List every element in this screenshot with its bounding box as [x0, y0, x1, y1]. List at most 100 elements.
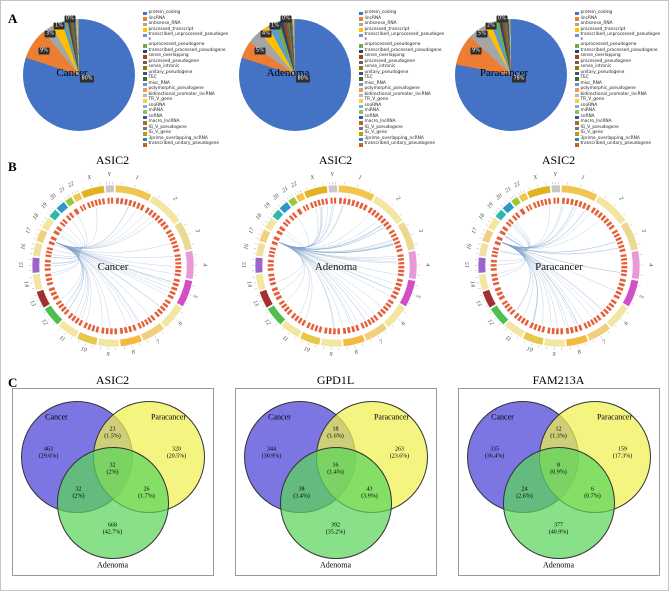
- chromosome-label: 1: [134, 175, 138, 182]
- legend-label: sense_overlapping: [364, 53, 405, 59]
- venn-region-percent: (29.6%): [38, 453, 59, 459]
- chromosome-tick: [73, 191, 76, 194]
- circos-density-block: [379, 308, 386, 315]
- legend-label: TEC: [364, 75, 373, 81]
- chromosome-arc: [586, 323, 610, 341]
- chromosome-tick: [519, 191, 522, 194]
- circos-density-block: [498, 230, 506, 236]
- circos-density-block: [296, 317, 303, 324]
- circos-density-block: [593, 209, 600, 216]
- venn-region-paracancer: 320 (20.5%): [167, 446, 187, 459]
- legend-item: protein_coding: [575, 10, 663, 16]
- chromosome-label: 8: [131, 349, 135, 356]
- legend-label: miRNA: [148, 108, 164, 114]
- chromosome-tick: [577, 345, 578, 348]
- chromosome-tick: [54, 204, 57, 207]
- chromosome-tick: [77, 340, 80, 343]
- circos-density-block: [173, 278, 180, 283]
- legend-item: macro_lncRNA: [575, 120, 663, 125]
- circos-density-block: [140, 320, 145, 328]
- legend-swatch: [575, 17, 579, 21]
- legend-label: transcribed_unprocessed_pseudogene: [364, 32, 445, 42]
- chromosome-label: 15: [464, 262, 470, 268]
- legend-swatch: [143, 66, 147, 70]
- chromosome-label: 17: [248, 226, 256, 235]
- circos-density-block: [82, 322, 88, 329]
- chromosome-arc: [295, 192, 305, 203]
- chromosome-tick: [390, 203, 393, 207]
- legend-label: snRNA: [364, 113, 379, 119]
- pie-percent-label: 80%: [295, 75, 311, 83]
- circos-density-block: [45, 277, 52, 282]
- chromosome-arc: [267, 305, 285, 325]
- chromosome-label: 20: [495, 193, 503, 201]
- circos-link: [278, 242, 395, 284]
- legend-swatch: [575, 77, 579, 81]
- circos-density-block: [305, 322, 311, 329]
- chromosome-label: X: [531, 175, 537, 182]
- venn-region-cancer-adenoma: 38 (3.4%): [293, 486, 310, 499]
- chromosome-tick: [414, 243, 417, 245]
- chromosome-tick: [256, 294, 260, 296]
- legend-item: unitary_pseudogene: [359, 70, 447, 76]
- panel-c-label: C: [8, 375, 18, 390]
- legend-label: sense_intronic: [580, 64, 612, 70]
- circos-density-block: [506, 306, 513, 312]
- chromosome-tick: [277, 204, 280, 207]
- chromosome-tick: [138, 343, 140, 346]
- legend-label: TR_V_gene: [148, 97, 173, 103]
- circos-density-block: [602, 308, 609, 315]
- circos-density-block: [614, 236, 622, 242]
- chromosome-tick: [270, 317, 273, 320]
- venn-region-count: 335: [490, 446, 499, 453]
- chromosome-tick: [361, 343, 363, 346]
- circos-density-block: [503, 303, 510, 309]
- chromosome-tick: [36, 300, 39, 302]
- venn-region-percent: (1.4%): [327, 469, 344, 475]
- chromosome-label: 6: [177, 321, 184, 327]
- circos-density-block: [611, 229, 618, 235]
- chromosome-label: 10: [525, 346, 533, 354]
- chromosome-tick: [511, 195, 514, 199]
- circos-density-block: [346, 326, 351, 334]
- legend-swatch: [575, 44, 579, 48]
- circos-density-block: [516, 315, 523, 322]
- chromosome-tick: [131, 345, 132, 348]
- pie-center-label: Adenoma: [266, 67, 310, 79]
- circos-density-block: [396, 278, 403, 283]
- circos-density-block: [153, 214, 160, 221]
- legend-item: TR_V_gene: [359, 98, 447, 103]
- legend-swatch: [575, 104, 579, 109]
- circos-link: [278, 227, 384, 250]
- legend-item: bidirectional_promoter_lncRNA: [575, 92, 663, 98]
- circos-density-block: [144, 207, 150, 214]
- legend-swatch: [143, 11, 147, 16]
- circos-density-block: [376, 311, 383, 318]
- circos-link: [501, 204, 564, 248]
- legend-item: polymorphic_pseudogene: [359, 87, 447, 92]
- circos-link: [278, 242, 370, 318]
- legend-item: antisense_RNA: [575, 21, 663, 27]
- legend-item: transcribed_processed_pseudogene: [359, 48, 447, 54]
- legend-swatch: [359, 110, 363, 114]
- pie-chart-row: Cancer 80% 9% 3% 1% 0% protein_coding lincRNA an…: [17, 5, 665, 148]
- circos-density-block: [577, 324, 583, 331]
- chromosome-tick: [63, 197, 66, 200]
- chromosome-tick: [536, 184, 538, 188]
- chromosome-tick: [296, 191, 299, 194]
- venn-region-percent: (1.5%): [104, 433, 121, 439]
- circos-density-block: [382, 221, 389, 227]
- chromosome-tick: [275, 322, 278, 326]
- circos-density-block: [317, 326, 322, 333]
- chromosome-arc: [522, 331, 544, 345]
- legend-swatch: [359, 60, 363, 65]
- chromosome-tick: [523, 340, 526, 343]
- venn-gene-title: GPD1L: [316, 373, 355, 387]
- venn-region-count: 668: [108, 522, 117, 529]
- circos-density-block: [369, 317, 375, 324]
- venn-diagram-asic2: ASIC2 Cancer Paracancer Adenoma 463 (29.6%) 23…: [6, 373, 220, 576]
- legend-label: miRNA: [580, 108, 596, 114]
- circos-link: [278, 224, 382, 250]
- chromosome-arc: [72, 192, 82, 203]
- chromosome-arc: [114, 185, 151, 202]
